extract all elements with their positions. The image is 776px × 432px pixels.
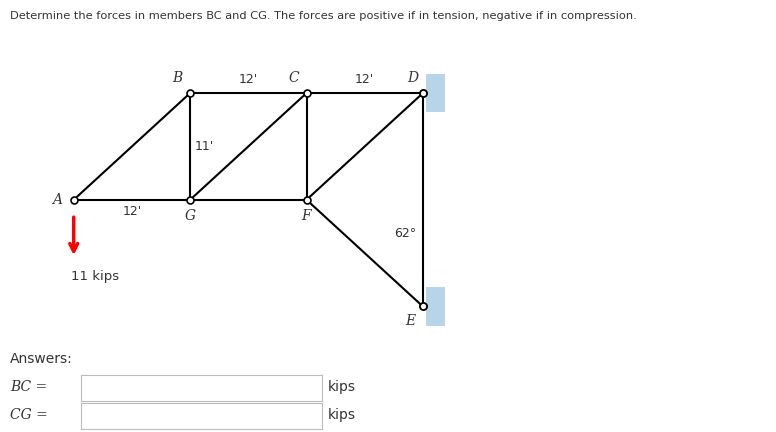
Text: kips: kips bbox=[327, 408, 355, 422]
Text: G: G bbox=[185, 210, 196, 223]
FancyBboxPatch shape bbox=[426, 287, 445, 326]
Text: 62°: 62° bbox=[393, 227, 416, 240]
Polygon shape bbox=[423, 84, 433, 102]
Text: A: A bbox=[52, 193, 62, 207]
Text: E: E bbox=[405, 314, 415, 328]
Text: kips: kips bbox=[327, 380, 355, 394]
Text: i: i bbox=[68, 381, 72, 395]
Text: 11': 11' bbox=[195, 140, 214, 153]
Text: 12': 12' bbox=[123, 205, 141, 218]
Text: Determine the forces in members BC and CG. The forces are positive if in tension: Determine the forces in members BC and C… bbox=[10, 11, 637, 21]
Text: 12': 12' bbox=[355, 73, 374, 86]
Text: CG =: CG = bbox=[10, 408, 48, 422]
Text: 12': 12' bbox=[239, 73, 258, 86]
Text: Answers:: Answers: bbox=[10, 352, 73, 366]
Polygon shape bbox=[423, 298, 433, 315]
Text: B: B bbox=[172, 71, 182, 86]
Text: BC =: BC = bbox=[10, 380, 47, 394]
Text: C: C bbox=[288, 71, 299, 86]
Text: F: F bbox=[302, 210, 311, 223]
Text: i: i bbox=[68, 409, 72, 422]
FancyBboxPatch shape bbox=[426, 74, 445, 112]
Text: D: D bbox=[407, 71, 418, 86]
Text: 11 kips: 11 kips bbox=[71, 270, 119, 283]
